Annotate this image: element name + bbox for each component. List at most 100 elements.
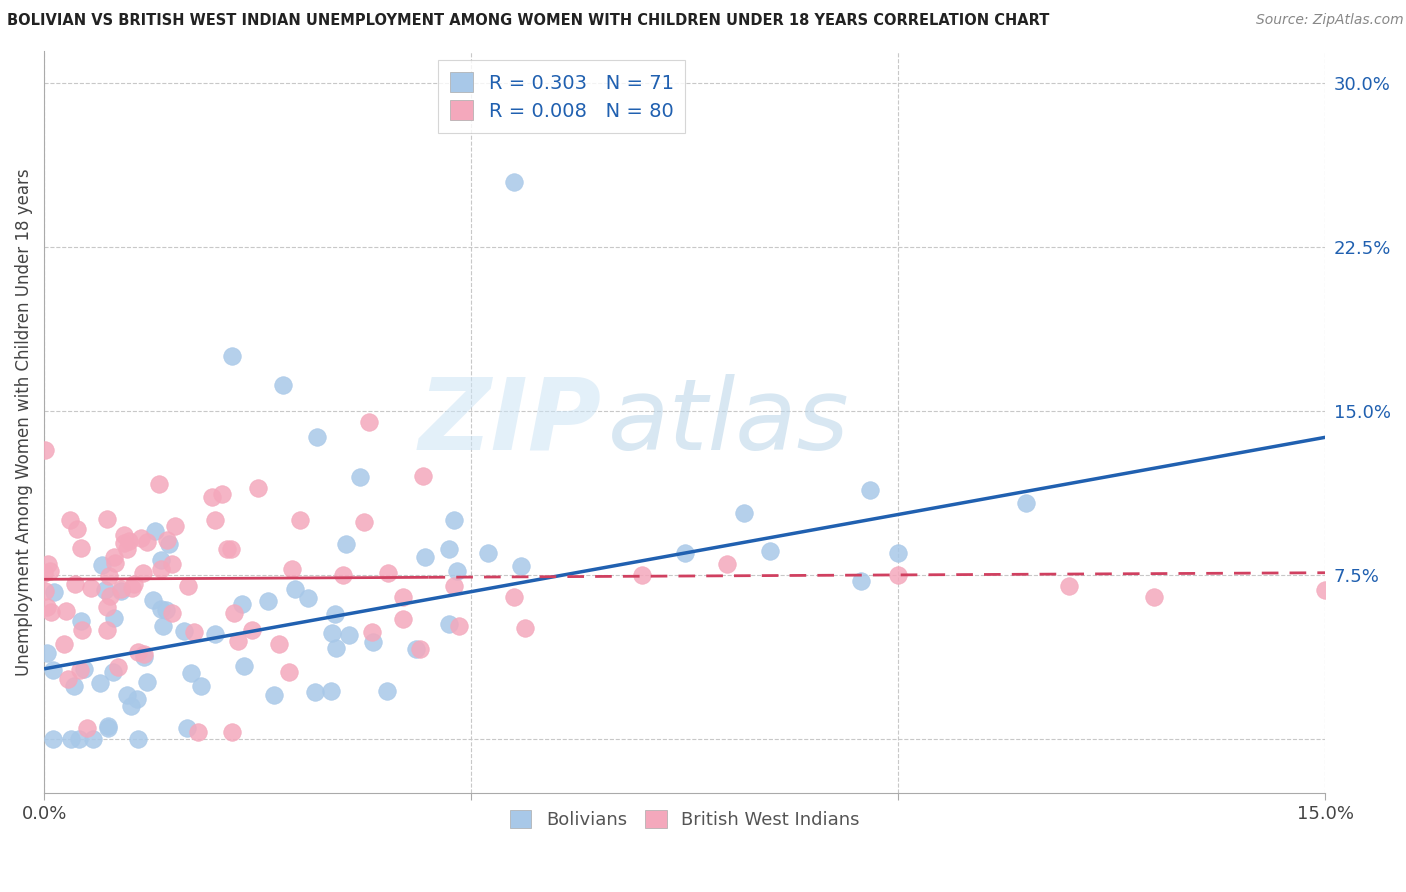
- Point: [120, 698, 142, 713]
- Y-axis label: Unemployment Among Women with Children Under 18 years: Unemployment Among Women with Children U…: [15, 169, 32, 676]
- Point: [349, 469, 371, 483]
- Point: [716, 557, 738, 571]
- Point: [112, 535, 135, 549]
- Point: [887, 568, 910, 582]
- Text: BOLIVIAN VS BRITISH WEST INDIAN UNEMPLOYMENT AMONG WOMEN WITH CHILDREN UNDER 18 : BOLIVIAN VS BRITISH WEST INDIAN UNEMPLOY…: [7, 13, 1049, 29]
- Point: [149, 602, 172, 616]
- Point: [201, 491, 224, 505]
- Point: [204, 513, 226, 527]
- Point: [190, 679, 212, 693]
- Point: [34, 442, 56, 457]
- Point: [62, 680, 84, 694]
- Point: [135, 535, 157, 549]
- Point: [82, 731, 104, 746]
- Point: [72, 624, 94, 638]
- Point: [377, 566, 399, 581]
- Point: [121, 581, 143, 595]
- Point: [437, 542, 460, 557]
- Point: [149, 553, 172, 567]
- Point: [41, 731, 63, 746]
- Point: [224, 607, 246, 621]
- Point: [631, 568, 654, 582]
- Point: [337, 628, 360, 642]
- Point: [271, 377, 294, 392]
- Point: [97, 721, 120, 735]
- Point: [263, 688, 285, 702]
- Point: [60, 731, 83, 746]
- Point: [131, 531, 153, 545]
- Point: [145, 524, 167, 539]
- Point: [115, 688, 138, 702]
- Point: [443, 513, 465, 527]
- Point: [42, 585, 65, 599]
- Point: [117, 541, 139, 556]
- Point: [307, 430, 329, 444]
- Point: [1143, 590, 1166, 604]
- Point: [183, 624, 205, 639]
- Point: [477, 546, 499, 560]
- Point: [332, 568, 354, 582]
- Point: [226, 634, 249, 648]
- Point: [117, 533, 139, 548]
- Point: [284, 582, 307, 596]
- Point: [1057, 579, 1080, 593]
- Point: [160, 557, 183, 571]
- Point: [733, 506, 755, 520]
- Point: [187, 725, 209, 739]
- Point: [257, 593, 280, 607]
- Point: [148, 476, 170, 491]
- Point: [132, 647, 155, 661]
- Point: [104, 556, 127, 570]
- Point: [125, 691, 148, 706]
- Point: [160, 606, 183, 620]
- Point: [89, 676, 111, 690]
- Point: [211, 487, 233, 501]
- Point: [405, 642, 427, 657]
- Point: [39, 605, 62, 619]
- Point: [34, 584, 56, 599]
- Point: [157, 537, 180, 551]
- Point: [98, 589, 121, 603]
- Point: [110, 584, 132, 599]
- Point: [69, 541, 91, 556]
- Point: [101, 665, 124, 679]
- Point: [361, 635, 384, 649]
- Point: [204, 627, 226, 641]
- Point: [221, 725, 243, 739]
- Point: [163, 519, 186, 533]
- Point: [269, 637, 291, 651]
- Point: [1015, 496, 1038, 510]
- Point: [127, 645, 149, 659]
- Text: atlas: atlas: [607, 374, 849, 470]
- Point: [335, 536, 357, 550]
- Point: [67, 731, 90, 746]
- Point: [136, 674, 159, 689]
- Point: [110, 582, 132, 597]
- Point: [353, 515, 375, 529]
- Point: [37, 599, 59, 614]
- Text: ZIP: ZIP: [419, 374, 602, 470]
- Point: [319, 684, 342, 698]
- Point: [412, 469, 434, 483]
- Point: [155, 603, 177, 617]
- Point: [446, 564, 468, 578]
- Point: [76, 721, 98, 735]
- Point: [37, 646, 59, 660]
- Point: [449, 619, 471, 633]
- Point: [177, 579, 200, 593]
- Point: [59, 513, 82, 527]
- Point: [502, 175, 524, 189]
- Point: [94, 582, 117, 597]
- Point: [73, 662, 96, 676]
- Point: [32, 566, 55, 581]
- Point: [392, 612, 415, 626]
- Point: [58, 672, 80, 686]
- Point: [103, 610, 125, 624]
- Point: [221, 350, 243, 364]
- Point: [142, 593, 165, 607]
- Point: [70, 614, 93, 628]
- Point: [513, 621, 536, 635]
- Point: [413, 550, 436, 565]
- Point: [509, 558, 531, 573]
- Point: [96, 623, 118, 637]
